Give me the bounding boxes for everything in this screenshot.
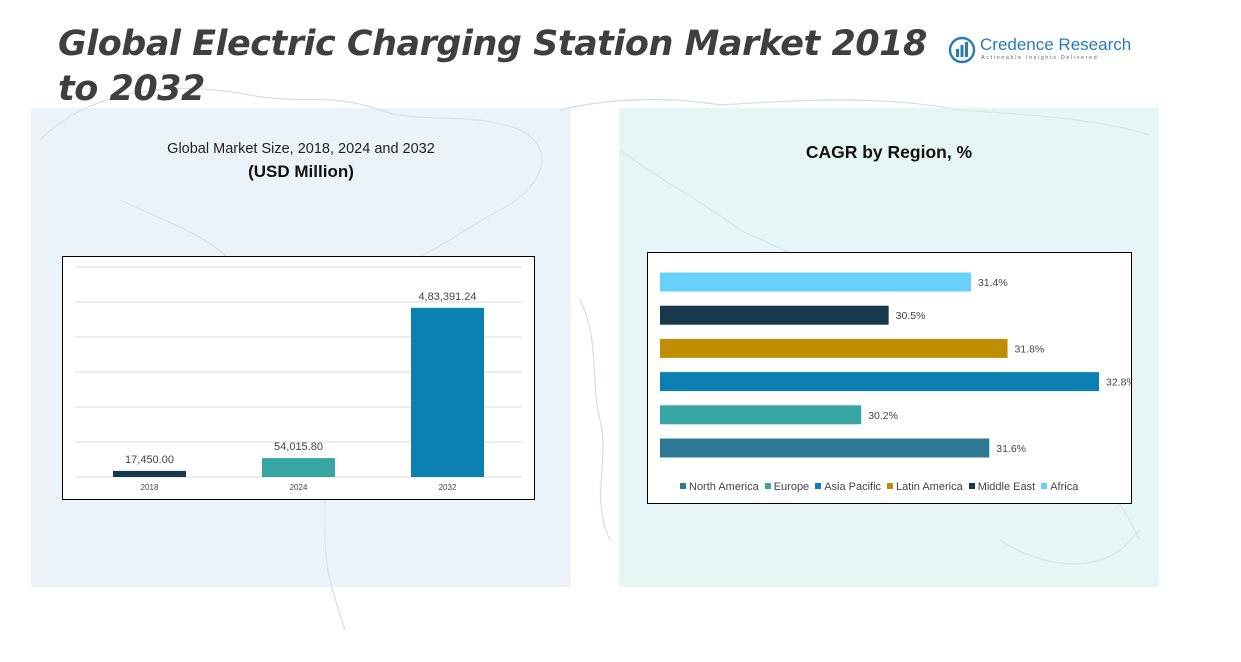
cagr-title: CAGR by Region, % [805, 142, 973, 162]
bar-value-label: 30.2% [868, 410, 898, 422]
market-size-chart-svg: 17,450.00 2018 54,015.80 2024 4,83,391.24 203… [75, 266, 522, 492]
legend-label: Asia Pacific [824, 481, 882, 493]
company-logo: Credence Research Actionable Insights De… [948, 34, 1138, 66]
bar-middle-east [660, 305, 889, 325]
legend-swatch [968, 483, 975, 489]
legend-label: Africa [1050, 481, 1079, 493]
bar-asia-pacific [660, 372, 1099, 392]
bar-value-label: 32.8% [1106, 377, 1131, 389]
market-size-chart: 17,450.00 2018 54,015.80 2024 4,83,391.24 203… [62, 256, 535, 500]
cagr-chart-svg: 31.6% 30.2% 32.8% 31.8% 30.5% 31.4% [660, 272, 1136, 458]
x-tick-label: 2018 [141, 483, 159, 492]
bar-value-label: 31.4% [978, 277, 1008, 289]
bar-value-label: 31.8% [1015, 343, 1045, 355]
bar-value-label: 17,450.00 [125, 454, 174, 466]
bar-value-label: 31.6% [996, 443, 1026, 455]
bar-europe [660, 405, 862, 425]
legend-item: Latin America [887, 481, 963, 493]
legend-label: Latin America [896, 481, 963, 493]
legend-swatch [887, 483, 894, 489]
bar-2032 [411, 307, 484, 477]
legend-swatch [680, 483, 686, 489]
legend-item: North America [680, 481, 759, 493]
legend-item: Asia Pacific [815, 481, 881, 493]
cagr-legend: North America Europe Asia Pacific Latin Ame… [680, 481, 1084, 493]
x-tick-label: 2032 [439, 483, 457, 492]
legend-item: Africa [1041, 481, 1078, 493]
market-size-unit-label: (USD Million) [248, 162, 354, 181]
bar-2018 [113, 470, 186, 477]
market-size-subtitle: Global Market Size, 2018, 2024 and 2032 [167, 141, 435, 157]
legend-swatch [764, 483, 771, 489]
cagr-chart: 31.6% 30.2% 32.8% 31.8% 30.5% 31.4% North Ame… [647, 252, 1136, 504]
bar-latin-america [660, 338, 1008, 358]
page-title: Global Electric Charging Station Market … [58, 24, 927, 109]
bar-value-label: 4,83,391.24 [418, 291, 476, 303]
logo-name: Credence Research [980, 35, 1132, 54]
legend-label: Middle East [977, 481, 1036, 493]
bar-north-america [660, 438, 990, 458]
bar-chart-logo-icon [948, 36, 976, 64]
legend-item: Europe [764, 481, 810, 493]
bar-africa [660, 272, 971, 292]
logo-tagline: Actionable Insights Delivered [981, 55, 1099, 61]
legend-item: Middle East [968, 481, 1036, 493]
bar-value-label: 54,015.80 [274, 441, 323, 453]
legend-label: North America [689, 481, 759, 493]
x-tick-label: 2024 [290, 483, 308, 492]
legend-label: Europe [773, 481, 810, 493]
legend-swatch [1041, 483, 1048, 489]
bar-value-label: 30.5% [896, 310, 926, 322]
bar-2024 [262, 458, 335, 477]
legend-swatch [815, 483, 822, 489]
